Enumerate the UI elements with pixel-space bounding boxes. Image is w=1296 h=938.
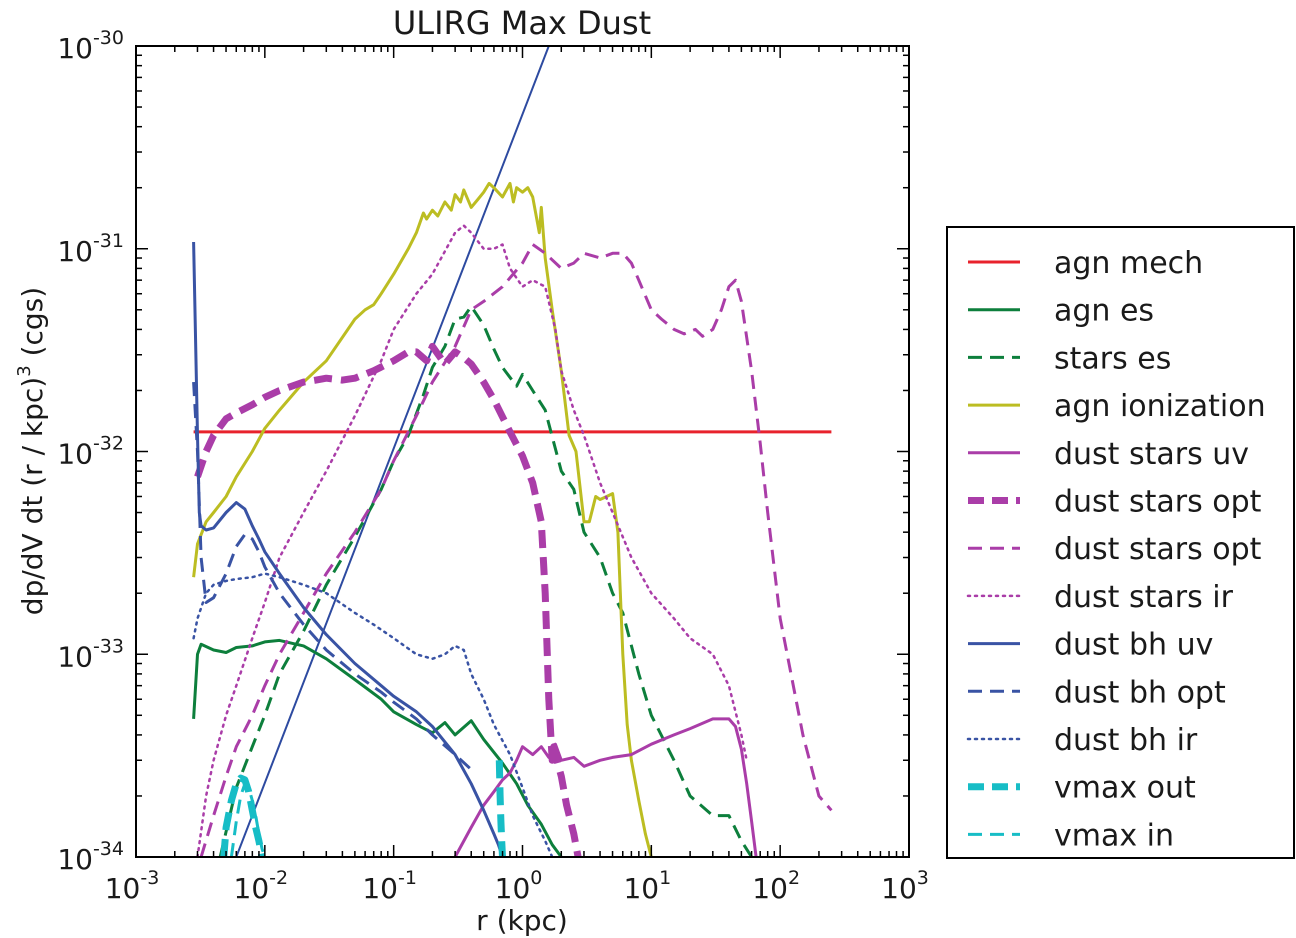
- x-tick-label: 10-3: [105, 867, 160, 905]
- series-line-dust-stars-opt: [194, 342, 582, 857]
- legend-label: agn mech: [1054, 246, 1203, 281]
- chart-title: ULIRG Max Dust: [393, 4, 651, 42]
- y-axis-label: dp/dV dt (r / kpc)3 (cgs): [14, 287, 49, 615]
- y-tick-label-base: 10: [57, 32, 93, 65]
- legend-label: dust stars opt: [1054, 532, 1262, 567]
- x-tick-label: 103: [881, 867, 929, 905]
- x-tick-label-exp: 0: [530, 867, 542, 889]
- legend-box: [946, 226, 1295, 859]
- y-axis-label-main: dp/dV dt (r / kpc): [16, 377, 49, 615]
- legend-label: dust bh ir: [1054, 723, 1198, 758]
- x-tick-label: 10-2: [234, 867, 289, 905]
- series-line-agn-ionization: [192, 181, 653, 857]
- reference-line: [235, 46, 550, 857]
- legend-label: vmax out: [1054, 771, 1196, 806]
- y-tick-label-exp: -32: [93, 433, 124, 455]
- axis-ticks: [135, 45, 910, 858]
- y-tick-label-base: 10: [57, 640, 93, 673]
- series-line-vmax-out-2: [495, 760, 506, 857]
- series-line-dust-stars-uv: [453, 717, 758, 857]
- series-line-dust-bh-opt: [192, 382, 473, 771]
- y-tick-label: 10-34: [57, 838, 124, 876]
- x-tick-label-exp: 2: [788, 867, 800, 889]
- x-tick-label-exp: -3: [140, 867, 159, 889]
- x-tick-label-exp: -2: [269, 867, 288, 889]
- legend-label: dust stars opt: [1054, 485, 1262, 520]
- series-line-dust-bh-ir: [192, 572, 554, 857]
- series-line-stars-es: [218, 304, 753, 857]
- legend-label: dust stars ir: [1054, 580, 1234, 615]
- series-line-dust-stars-ir: [196, 224, 748, 857]
- legend: agn mech agn es stars es agn ionization dust…: [946, 226, 1295, 859]
- x-tick-label-exp: -1: [398, 867, 417, 889]
- series-line-dust-stars-opt-thin: [199, 243, 833, 857]
- legend-label: dust bh opt: [1054, 675, 1226, 710]
- x-tick-label: 101: [623, 867, 671, 905]
- legend-label: agn es: [1054, 294, 1154, 329]
- x-tick-label-exp: 3: [917, 867, 929, 889]
- y-tick-label: 10-33: [57, 635, 124, 673]
- x-tick-label: 102: [752, 867, 800, 905]
- y-axis-label-exp: 3: [14, 365, 35, 376]
- legend-label: dust bh uv: [1054, 628, 1213, 663]
- y-tick-label: 10-30: [57, 27, 124, 65]
- plot-area: [192, 46, 833, 857]
- y-tick-label: 10-31: [57, 230, 124, 268]
- x-tick-labels: 10-3 10-2 10-1 100 101 102 103: [105, 867, 929, 905]
- y-tick-label-exp: -33: [93, 635, 124, 657]
- series-line-vmax-in: [229, 782, 267, 857]
- y-tick-label-base: 10: [57, 843, 93, 876]
- y-axis-label-tail: (cgs): [16, 287, 49, 366]
- y-tick-label-base: 10: [57, 438, 93, 471]
- y-tick-label-exp: -30: [93, 27, 124, 49]
- legend-label: vmax in: [1054, 818, 1174, 853]
- x-axis-label: r (kpc): [476, 904, 568, 937]
- legend-label: agn ionization: [1054, 389, 1266, 424]
- series-line-vmax-out: [220, 774, 266, 857]
- y-tick-label-exp: -31: [93, 230, 124, 252]
- legend-label: stars es: [1054, 341, 1171, 376]
- series-line-agn-es: [192, 638, 563, 857]
- legend-label: dust stars uv: [1054, 437, 1249, 472]
- y-tick-label-exp: -34: [93, 838, 124, 860]
- x-tick-label-exp: 1: [659, 867, 671, 889]
- x-tick-label: 10-1: [362, 867, 417, 905]
- y-tick-label-base: 10: [57, 235, 93, 268]
- series-line-dust-bh-uv: [192, 241, 504, 857]
- x-tick-label: 100: [495, 867, 543, 905]
- y-tick-label: 10-32: [57, 433, 124, 471]
